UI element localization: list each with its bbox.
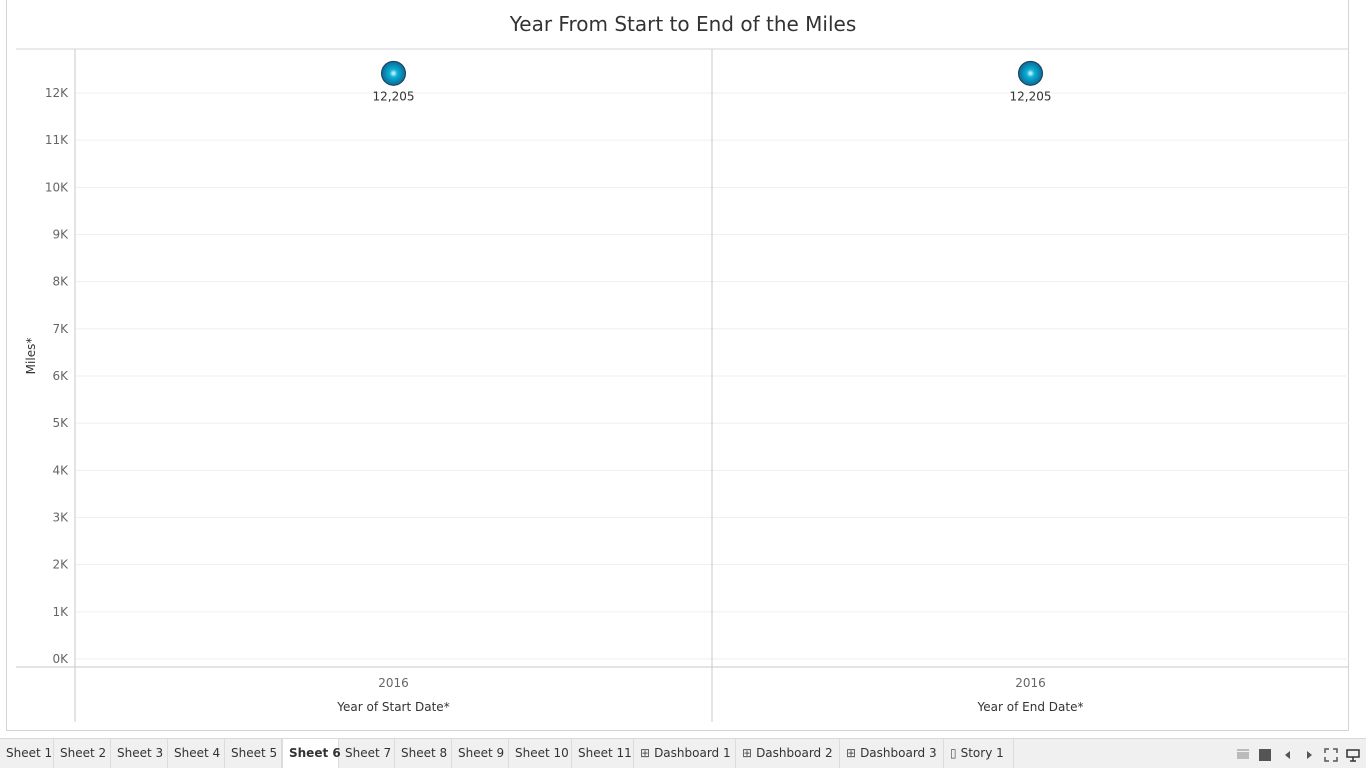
y-tick-label: 10K	[45, 180, 69, 194]
tab-sheet-11[interactable]: Sheet 11	[572, 739, 634, 768]
tab-sheet-2[interactable]: Sheet 2	[54, 739, 111, 768]
x-axis-label: Year of Start Date*	[336, 700, 449, 714]
sheet-tab-bar: Sheet 1 Sheet 2 Sheet 3 Sheet 4 Sheet 5 Sheet…	[0, 738, 1366, 768]
presentation-mode-icon[interactable]	[1346, 747, 1360, 762]
y-tick-label: 7K	[52, 322, 69, 336]
tab-label: Sheet 5	[231, 746, 278, 760]
tab-label: Sheet 11	[578, 746, 632, 760]
x-axis-label: Year of End Date*	[977, 700, 1084, 714]
y-tick-label: 6K	[52, 369, 69, 383]
worksheet-area	[6, 0, 1349, 731]
tab-dashboard-3[interactable]: ⊞ Dashboard 3	[840, 739, 944, 768]
next-sheet-icon[interactable]	[1302, 747, 1316, 761]
tab-label: Sheet 3	[117, 746, 164, 760]
tab-sheet-7[interactable]: Sheet 7	[339, 739, 395, 768]
tab-label: Sheet 9	[458, 746, 505, 760]
data-point	[381, 60, 406, 86]
tab-sheet-4[interactable]: Sheet 4	[168, 739, 225, 768]
tab-label: Sheet 6	[289, 746, 341, 760]
data-label: 12,205	[1010, 89, 1052, 103]
tab-sheet-9[interactable]: Sheet 9	[452, 739, 509, 768]
tab-label: Dashboard 3	[860, 746, 937, 760]
tab-label: Sheet 2	[60, 746, 107, 760]
y-tick-label: 8K	[52, 275, 69, 289]
show-tabs-icon[interactable]	[1258, 747, 1272, 761]
tab-sheet-10[interactable]: Sheet 10	[509, 739, 572, 768]
prev-sheet-icon[interactable]	[1281, 747, 1295, 761]
tab-sheet-3[interactable]: Sheet 3	[111, 739, 168, 768]
x-tick-label: 2016	[378, 676, 409, 690]
fullscreen-icon[interactable]	[1324, 747, 1338, 762]
tab-label: Sheet 10	[515, 746, 569, 760]
tab-label: Sheet 1	[6, 746, 53, 760]
y-tick-label: 2K	[52, 558, 69, 572]
chart-title: Year From Start to End of the Miles	[509, 12, 857, 36]
tab-label: Story 1	[960, 746, 1004, 760]
tab-dashboard-1[interactable]: ⊞ Dashboard 1	[634, 739, 736, 768]
y-tick-label: 5K	[52, 416, 69, 430]
story-icon: ▯	[950, 746, 957, 760]
tab-label: Sheet 7	[345, 746, 392, 760]
y-tick-label: 3K	[52, 511, 69, 525]
y-tick-label: 9K	[52, 228, 69, 242]
dashboard-icon: ⊞	[742, 746, 753, 760]
data-point	[1018, 60, 1043, 86]
tab-sheet-6[interactable]: Sheet 6	[282, 739, 341, 768]
y-tick-label: 11K	[45, 133, 69, 147]
tab-label: Sheet 8	[401, 746, 448, 760]
tab-label: Dashboard 1	[654, 746, 731, 760]
tab-sheet-8[interactable]: Sheet 8	[395, 739, 452, 768]
y-tick-label: 12K	[45, 86, 69, 100]
y-axis-label: Miles*	[24, 338, 38, 375]
chart-plot: 0K 1K 2K 3K 4K 5K 6K 7K 8K 9K 10K 11K 12K Miles* 12,20…	[16, 48, 1349, 722]
y-tick-label: 4K	[52, 463, 69, 477]
tab-story-1[interactable]: ▯ Story 1	[944, 739, 1014, 768]
x-tick-label: 2016	[1015, 676, 1046, 690]
y-tick-label: 0K	[52, 652, 69, 666]
y-tick-label: 1K	[52, 605, 69, 619]
tab-sheet-5[interactable]: Sheet 5	[225, 739, 282, 768]
data-label: 12,205	[373, 89, 415, 103]
tab-label: Dashboard 2	[756, 746, 833, 760]
tab-dashboard-2[interactable]: ⊞ Dashboard 2	[736, 739, 840, 768]
dashboard-icon: ⊞	[640, 746, 651, 760]
show-filmstrip-icon[interactable]	[1236, 747, 1250, 761]
tab-sheet-1[interactable]: Sheet 1	[0, 739, 54, 768]
tab-label: Sheet 4	[174, 746, 221, 760]
dashboard-icon: ⊞	[846, 746, 857, 760]
